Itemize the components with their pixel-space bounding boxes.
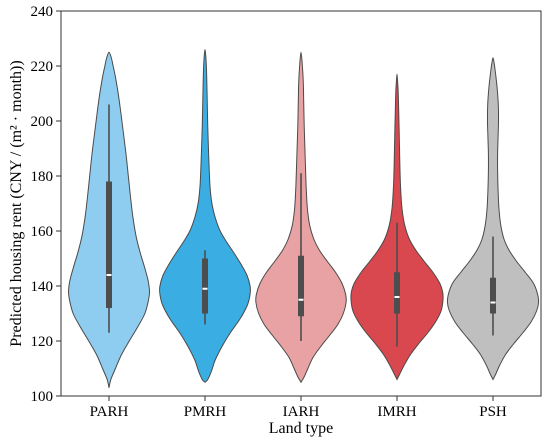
- x-tick-label: IARH: [283, 404, 320, 420]
- x-tick-label: PSH: [479, 404, 507, 420]
- y-tick-label: 100: [31, 389, 54, 405]
- y-axis-title: Predicted housing rent (CNY / (m² · mont…: [8, 60, 25, 346]
- x-axis-title: Land type: [269, 420, 333, 437]
- median-marker-parh: [106, 274, 112, 276]
- iqr-box-imrh: [394, 272, 400, 314]
- y-tick-label: 240: [31, 4, 54, 20]
- iqr-box-iarh: [298, 255, 304, 317]
- median-marker-imrh: [394, 296, 400, 298]
- y-tick-label: 200: [31, 114, 54, 130]
- x-tick-label: IMRH: [377, 404, 416, 420]
- violin-pmrh: [159, 48, 251, 383]
- y-tick-label: 160: [31, 224, 54, 240]
- violin-psh: [446, 57, 540, 381]
- median-marker-pmrh: [202, 287, 208, 290]
- box-group: [106, 104, 496, 347]
- x-tick-label: PMRH: [184, 404, 227, 420]
- y-tick-label: 220: [31, 59, 54, 75]
- median-marker-iarh: [298, 298, 304, 301]
- median-marker-psh: [490, 301, 496, 304]
- x-axis: PARH PMRH IARH IMRH PSH: [90, 396, 507, 420]
- y-tick-label: 180: [31, 169, 54, 185]
- violin-group: [68, 48, 540, 388]
- iqr-box-psh: [490, 277, 496, 314]
- y-tick-label: 140: [31, 279, 54, 295]
- y-tick-label: 120: [31, 334, 54, 350]
- x-tick-label: PARH: [90, 404, 129, 420]
- iqr-box-parh: [106, 181, 112, 308]
- y-axis: 100 120 140 160 180 200 220 240: [31, 4, 61, 405]
- iqr-box-pmrh: [202, 258, 208, 314]
